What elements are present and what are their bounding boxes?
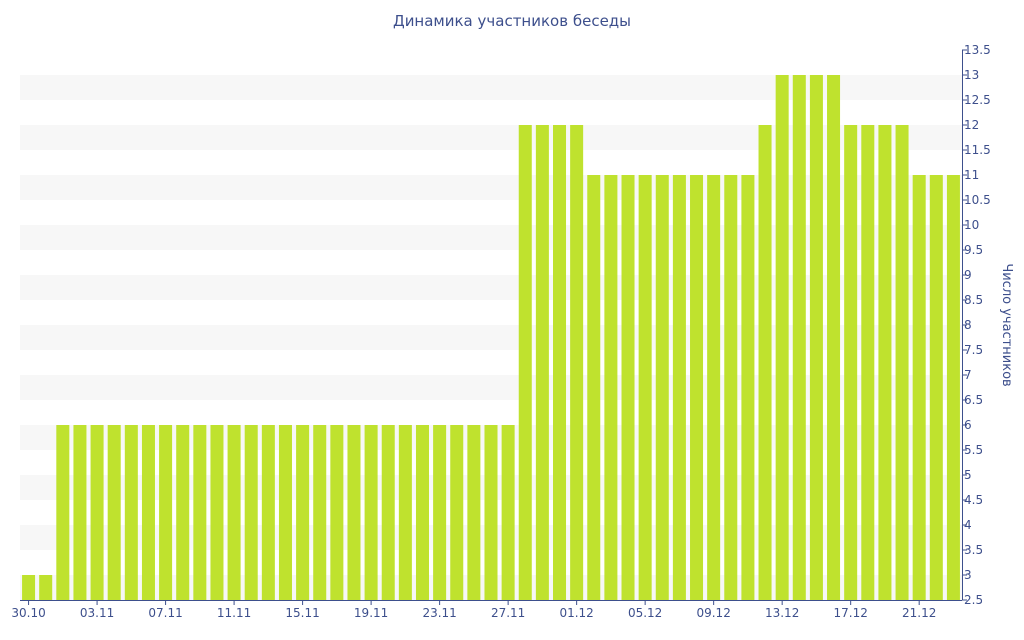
x-tick-label: 17.12: [833, 606, 867, 620]
bar-14.12: [792, 75, 806, 600]
bar-11.12: [741, 175, 755, 600]
y-tick-label: 12.5: [964, 93, 991, 107]
y-tick-label: 6.5: [964, 393, 983, 407]
x-tick-label: 03.11: [80, 606, 114, 620]
y-axis-title: Число участников: [999, 263, 1014, 386]
bar-26.11: [484, 425, 498, 600]
bar-27.11: [501, 425, 515, 600]
bar-05.11: [124, 425, 138, 600]
y-tick-label: 13.5: [964, 43, 991, 57]
y-tick-label: 4.5: [964, 493, 983, 507]
bar-30.10: [22, 575, 36, 600]
x-tick-label: 05.12: [628, 606, 662, 620]
y-tick-label: 10.5: [964, 193, 991, 207]
bar-02.11: [73, 425, 87, 600]
x-tick-label: 09.12: [696, 606, 730, 620]
y-tick-label: 9.5: [964, 243, 983, 257]
bar-19.11: [364, 425, 378, 600]
y-tick-label: 3.5: [964, 543, 983, 557]
bar-22.11: [415, 425, 429, 600]
bar-15.12: [809, 75, 823, 600]
x-tick-label: 07.11: [148, 606, 182, 620]
bar-04.12: [621, 175, 635, 600]
x-tick-label: 11.11: [217, 606, 251, 620]
bar-06.12: [655, 175, 669, 600]
bar-20.11: [381, 425, 395, 600]
bar-21.12: [912, 175, 926, 600]
bar-02.12: [587, 175, 601, 600]
y-tick-label: 5: [964, 468, 972, 482]
bar-17.12: [844, 125, 858, 600]
bar-11.11: [227, 425, 241, 600]
bar-10.11: [210, 425, 224, 600]
bar-25.11: [467, 425, 481, 600]
bar-30.11: [553, 125, 567, 600]
bar-01.11: [56, 425, 70, 600]
y-tick-label: 10: [964, 218, 979, 232]
bar-08.11: [176, 425, 190, 600]
y-tick-label: 8: [964, 318, 972, 332]
bar-03.12: [604, 175, 618, 600]
bar-06.11: [141, 425, 155, 600]
bar-12.11: [244, 425, 258, 600]
bar-24.11: [450, 425, 464, 600]
y-tick-label: 8.5: [964, 293, 983, 307]
bar-10.12: [724, 175, 738, 600]
bar-07.11: [159, 425, 173, 600]
y-tick-label: 4: [964, 518, 972, 532]
bar-13.11: [261, 425, 275, 600]
bar-19.12: [878, 125, 892, 600]
bar-29.11: [535, 125, 549, 600]
bar-08.12: [690, 175, 704, 600]
bar-16.12: [827, 75, 841, 600]
bar-23.12: [946, 175, 960, 600]
bar-13.12: [775, 75, 789, 600]
y-tick-label: 5.5: [964, 443, 983, 457]
bar-17.11: [330, 425, 344, 600]
y-tick-label: 2.5: [964, 593, 983, 607]
bar-28.11: [518, 125, 532, 600]
x-tick-label: 19.11: [354, 606, 388, 620]
y-tick-label: 12: [964, 118, 979, 132]
y-tick-label: 7: [964, 368, 972, 382]
x-tick-label: 30.10: [11, 606, 45, 620]
bar-09.12: [707, 175, 721, 600]
bar-14.11: [278, 425, 292, 600]
bar-12.12: [758, 125, 772, 600]
chart-title: Динамика участников беседы: [392, 12, 632, 30]
y-tick-label: 11.5: [964, 143, 991, 157]
y-tick-label: 11: [964, 168, 979, 182]
x-tick-label: 27.11: [491, 606, 525, 620]
x-tick-label: 15.11: [285, 606, 319, 620]
bar-20.12: [895, 125, 909, 600]
bar-21.11: [398, 425, 412, 600]
x-axis-ticks: 30.10 03.11 07.11 11.11 15.11 19.11 23.11 27.11…: [11, 600, 936, 620]
x-tick-label: 23.11: [422, 606, 456, 620]
x-tick-label: 01.12: [559, 606, 593, 620]
bar-18.11: [347, 425, 361, 600]
x-tick-label: 13.12: [765, 606, 799, 620]
y-tick-label: 3: [964, 568, 972, 582]
bar-03.11: [90, 425, 104, 600]
x-tick-label: 21.12: [902, 606, 936, 620]
y-tick-label: 7.5: [964, 343, 983, 357]
bar-09.11: [193, 425, 207, 600]
bar-07.12: [672, 175, 686, 600]
bar-23.11: [433, 425, 447, 600]
y-axis-ticks: 2.5 3 3.5 4 4.5 5 5.5 6 6.5 7 7.5 8 8.5 9 9.5 10 10.5 11 1…: [962, 43, 991, 607]
bar-31.10: [39, 575, 53, 600]
bar-01.12: [570, 125, 584, 600]
bar-05.12: [638, 175, 652, 600]
y-tick-label: 13: [964, 68, 979, 82]
bar-18.12: [861, 125, 875, 600]
bar-16.11: [313, 425, 327, 600]
y-tick-label: 6: [964, 418, 972, 432]
bar-15.11: [296, 425, 310, 600]
y-tick-label: 9: [964, 268, 972, 282]
bar-22.12: [929, 175, 943, 600]
bar-04.11: [107, 425, 121, 600]
bar-series: [22, 75, 960, 600]
